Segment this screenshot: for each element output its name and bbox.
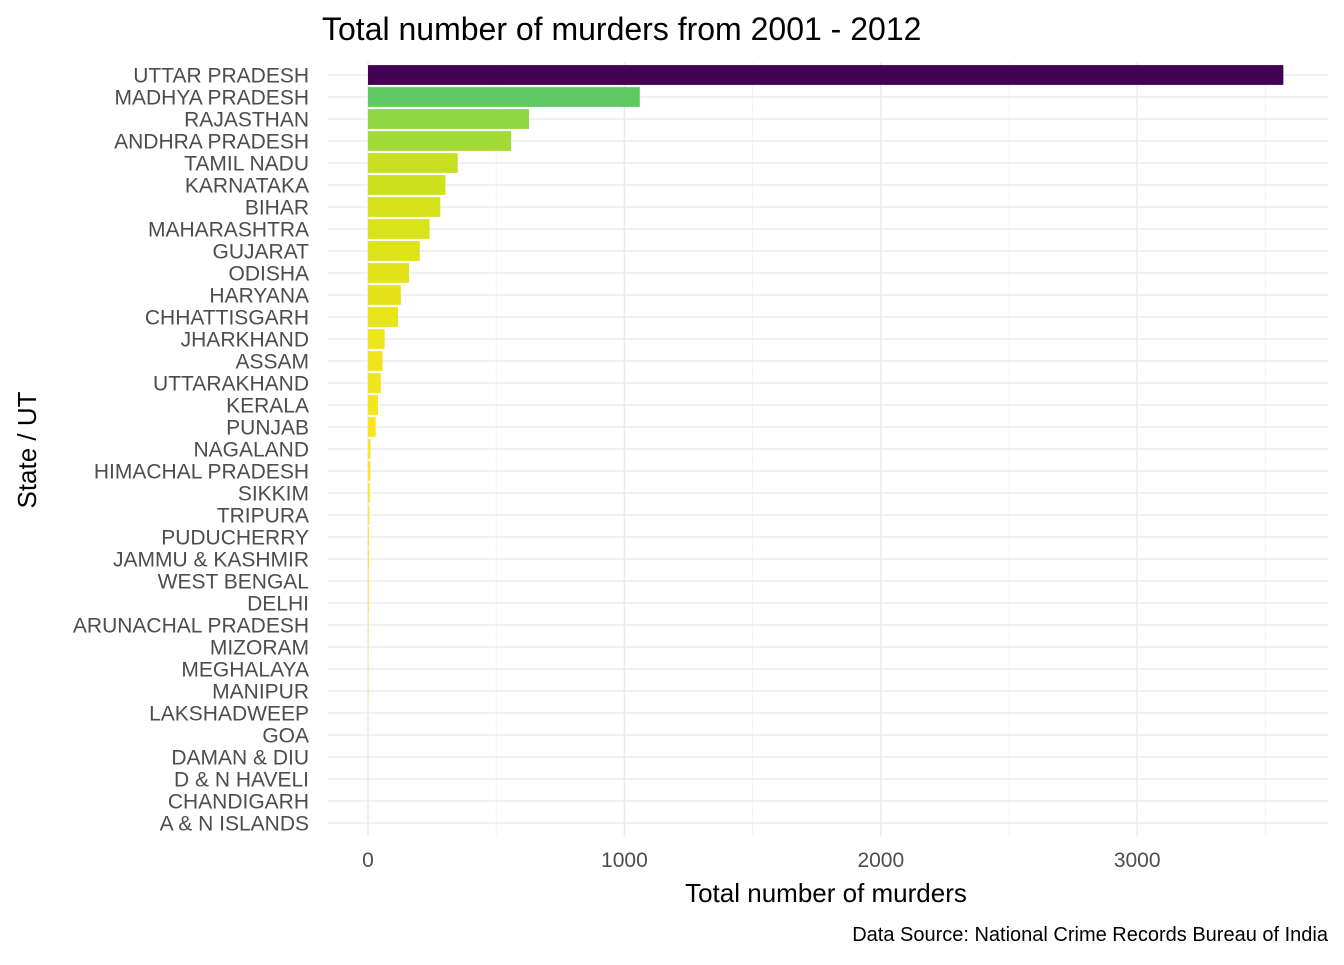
y-tick-label: GUJARAT [213, 241, 310, 264]
y-tick-label: DAMAN & DIU [171, 747, 309, 770]
bar [368, 417, 376, 437]
y-tick-label: CHHATTISGARH [145, 307, 309, 330]
x-axis-title: Total number of murders [685, 878, 967, 908]
x-tick-label: 0 [362, 849, 374, 872]
y-tick-label: RAJASTHAN [184, 109, 309, 132]
y-tick-label: KERALA [226, 395, 309, 418]
y-tick-label: HARYANA [209, 285, 309, 308]
bar [368, 65, 1283, 85]
bar [368, 461, 370, 481]
bar [368, 505, 369, 525]
bar [368, 549, 369, 569]
gridlines [328, 62, 1328, 836]
bar [368, 395, 378, 415]
y-tick-label: UTTARAKHAND [153, 373, 309, 396]
bar [368, 615, 369, 635]
y-tick-label: TAMIL NADU [184, 153, 309, 176]
bar [368, 439, 371, 459]
y-tick-label: PUNJAB [226, 417, 309, 440]
y-tick-label: JHARKHAND [181, 329, 309, 352]
chart-title: Total number of murders from 2001 - 2012 [322, 11, 921, 47]
x-tick-label: 1000 [601, 849, 648, 872]
y-tick-label: ASSAM [235, 351, 309, 374]
bar [368, 263, 409, 283]
y-axis-title: State / UT [12, 391, 42, 508]
y-tick-label: MIZORAM [210, 637, 309, 660]
y-tick-label: MADHYA PRADESH [115, 87, 310, 110]
bar [368, 307, 398, 327]
y-tick-label: DELHI [247, 593, 309, 616]
y-tick-label: CHANDIGARH [168, 791, 309, 814]
bar [368, 285, 401, 305]
x-tick-label: 3000 [1114, 849, 1161, 872]
bar [368, 87, 640, 107]
bar [368, 351, 383, 371]
y-tick-label: JAMMU & KASHMIR [113, 549, 309, 572]
y-tick-label: MEGHALAYA [181, 659, 309, 682]
bar [368, 373, 381, 393]
bar [368, 593, 369, 613]
x-tick-labels: 0 1000 2000 3000 [362, 849, 1160, 872]
y-tick-label: SIKKIM [238, 483, 309, 506]
y-tick-label: ARUNACHAL PRADESH [73, 615, 309, 638]
y-tick-label: MAHARASHTRA [148, 219, 309, 242]
y-tick-label: UTTAR PRADESH [133, 65, 309, 88]
bar [368, 175, 445, 195]
bar [368, 153, 458, 173]
bar [368, 527, 369, 547]
bar [368, 329, 385, 349]
y-tick-label: WEST BENGAL [158, 571, 309, 594]
bar [368, 571, 369, 591]
y-tick-label: NAGALAND [193, 439, 309, 462]
chart-caption: Data Source: National Crime Records Bure… [852, 924, 1329, 946]
bar [368, 109, 529, 129]
y-tick-label: MANIPUR [212, 681, 309, 704]
x-tick-label: 2000 [857, 849, 904, 872]
y-tick-label: TRIPURA [217, 505, 309, 528]
y-tick-label: ANDHRA PRADESH [114, 131, 309, 154]
y-tick-label: KARNATAKA [185, 175, 309, 198]
bar [368, 241, 420, 261]
y-tick-label: HIMACHAL PRADESH [94, 461, 309, 484]
y-tick-label: A & N ISLANDS [160, 813, 309, 836]
y-tick-label: LAKSHADWEEP [149, 703, 309, 726]
y-tick-label: BIHAR [245, 197, 309, 220]
bar [368, 197, 440, 217]
y-tick-label: PUDUCHERRY [161, 527, 309, 550]
bar [368, 219, 430, 239]
y-tick-label: GOA [262, 725, 309, 748]
bar [368, 131, 511, 151]
bar [368, 483, 370, 503]
y-tick-label: D & N HAVELI [174, 769, 309, 792]
y-tick-label: ODISHA [228, 263, 309, 286]
